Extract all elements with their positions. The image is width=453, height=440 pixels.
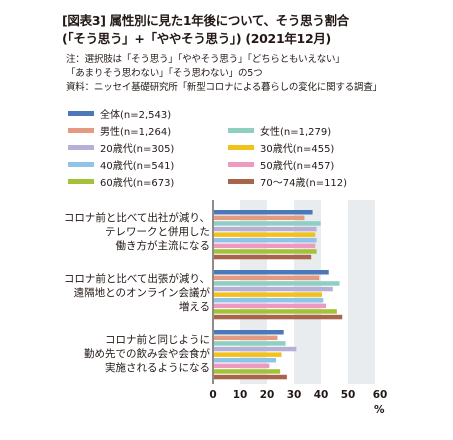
chart-subtitle: (「そう思う」+「ややそう思う」) (2021年12月)	[62, 31, 331, 46]
bar	[214, 298, 324, 303]
x-tick-50: 50	[340, 389, 356, 401]
x-tick-20: 20	[259, 389, 275, 401]
legend-item: 50歳代(n=457)	[228, 157, 334, 172]
x-tick-0: 0	[209, 389, 217, 401]
bar	[214, 243, 316, 249]
bar	[214, 314, 343, 320]
x-tick-30: 30	[286, 389, 302, 401]
legend-swatch	[68, 145, 94, 150]
category-label-dining: コロナ前と同じように 勤め先での飲み会や会食が 実施されるようになる	[84, 334, 210, 374]
note-line-2: 「あまりそう思わない」「そう思わない」の5つ	[66, 68, 263, 79]
bar	[214, 249, 317, 254]
bar	[214, 330, 284, 335]
legend-item: 全体(n=2,543)	[68, 106, 171, 121]
legend-swatch	[228, 179, 254, 184]
legend-swatch	[228, 145, 254, 150]
bar	[214, 352, 282, 357]
legend-label: 50歳代(n=457)	[260, 161, 335, 172]
x-tick-10: 10	[232, 389, 248, 401]
bar	[214, 358, 277, 363]
legend-swatch	[68, 111, 94, 116]
legend-label: 60歳代(n=673)	[100, 178, 175, 189]
bar	[214, 363, 270, 369]
legend-item: 60歳代(n=673)	[68, 174, 174, 189]
legend-swatch	[68, 128, 94, 133]
legend-swatch	[68, 162, 94, 167]
x-axis-unit: %	[374, 404, 385, 416]
bar	[214, 270, 329, 275]
x-tick-40: 40	[313, 389, 329, 401]
grid-band	[348, 200, 375, 384]
category-label-online-meeting: コロナ前と比べて出張が減り、 遠隔地とのオンライン会議が 増える	[63, 273, 210, 313]
legend-label: 女性(n=1,279)	[260, 127, 332, 138]
legend-label: 男性(n=1,264)	[100, 127, 172, 138]
bar	[214, 238, 317, 243]
bar	[214, 292, 322, 297]
bar	[214, 346, 297, 352]
legend-label: 70～74歳(n=112)	[260, 178, 348, 189]
legend-swatch	[68, 179, 94, 184]
bar	[214, 335, 278, 341]
legend-item: 70～74歳(n=112)	[228, 174, 347, 189]
bar	[214, 369, 281, 374]
category-label-telework: コロナ前と比べて出社が減り、 テレワークと併用した 働き方が主流になる	[63, 212, 210, 252]
legend-swatch	[228, 162, 254, 167]
bar	[214, 286, 333, 292]
bar	[214, 341, 286, 346]
x-tick-60: 60	[372, 389, 388, 401]
bar	[214, 221, 321, 226]
bar	[214, 210, 313, 215]
legend-label: 30歳代(n=455)	[260, 144, 335, 155]
legend-item: 男性(n=1,264)	[68, 123, 171, 138]
note-line-1: 注：選択肢は「そう思う」「ややそう思う」「どちらともいえない」	[66, 54, 345, 65]
legend-label: 20歳代(n=305)	[100, 144, 175, 155]
source-line: 資料：ニッセイ基礎研究所「新型コロナによる暮らしの変化に関する調査」	[66, 82, 382, 93]
bar	[214, 226, 317, 232]
bar	[214, 215, 305, 221]
legend-swatch	[228, 128, 254, 133]
bar	[214, 281, 340, 286]
legend-label: 40歳代(n=541)	[100, 161, 175, 172]
bar	[214, 254, 312, 260]
bar	[214, 232, 316, 237]
legend-item: 女性(n=1,279)	[228, 123, 331, 138]
bar	[214, 303, 327, 309]
bar	[214, 275, 320, 281]
legend-item: 40歳代(n=541)	[68, 157, 174, 172]
chart-title: [図表3] 属性別に見た1年後について、そう思う割合	[62, 13, 349, 28]
legend-item: 30歳代(n=455)	[228, 140, 334, 155]
legend-label: 全体(n=2,543)	[100, 110, 172, 121]
bar	[214, 309, 337, 314]
legend-item: 20歳代(n=305)	[68, 140, 174, 155]
bar	[214, 374, 287, 380]
